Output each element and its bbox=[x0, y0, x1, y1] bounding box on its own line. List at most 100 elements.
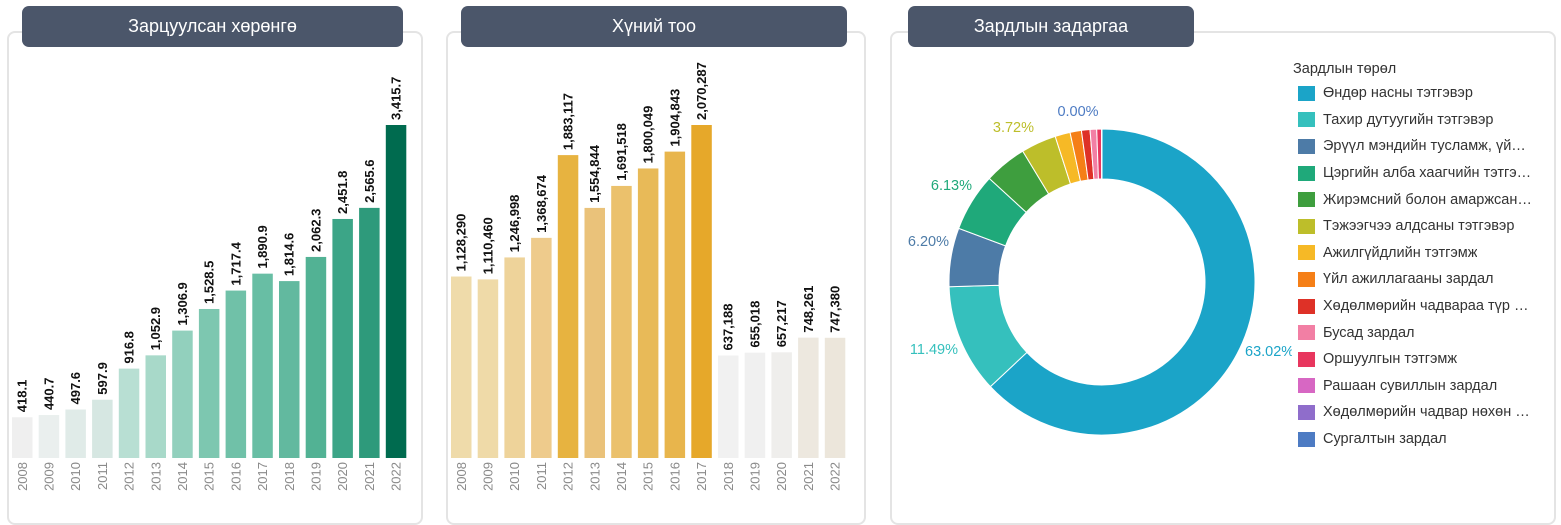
legend-item[interactable]: Ажилгүйдлийн тэтгэмж bbox=[1293, 240, 1555, 267]
people-year-tick: 2019 bbox=[747, 462, 762, 491]
people-bar-2011 bbox=[531, 238, 552, 458]
legend-swatch bbox=[1298, 245, 1315, 260]
legend-label: Сургалтын зардал bbox=[1323, 431, 1447, 447]
legend-item[interactable]: Хөдөлмөрийн чадвараа түр … bbox=[1293, 293, 1555, 320]
assets-value-label: 2,565.6 bbox=[362, 160, 377, 203]
assets-value-label: 1,814.6 bbox=[282, 233, 297, 276]
people-value-label: 655,018 bbox=[747, 301, 762, 348]
assets-bar-2012 bbox=[119, 369, 140, 458]
people-year-tick: 2016 bbox=[667, 462, 682, 491]
people-year-tick: 2017 bbox=[694, 462, 709, 491]
legend-swatch bbox=[1298, 192, 1315, 207]
assets-value-label: 497.6 bbox=[68, 372, 83, 405]
legend-swatch bbox=[1298, 219, 1315, 234]
assets-value-label: 3,415.7 bbox=[389, 77, 404, 120]
donut-percent-label: 63.02% bbox=[1245, 344, 1292, 360]
people-bar-2018 bbox=[718, 356, 739, 458]
people-bar-2009 bbox=[478, 279, 499, 458]
legend-swatch bbox=[1298, 299, 1315, 314]
legend-label: Тахир дутуугийн тэтгэвэр bbox=[1323, 112, 1493, 128]
assets-value-label: 1,528.5 bbox=[202, 261, 217, 304]
assets-bar-2008 bbox=[12, 417, 33, 458]
people-value-label: 747,380 bbox=[828, 286, 843, 333]
donut-percent-label: 6.20% bbox=[908, 234, 949, 250]
assets-value-label: 418.1 bbox=[15, 380, 30, 413]
legend-item[interactable]: Тахир дутуугийн тэтгэвэр bbox=[1293, 107, 1555, 134]
legend-item[interactable]: Өндөр насны тэтгэвэр bbox=[1293, 80, 1555, 107]
people-year-tick: 2012 bbox=[561, 462, 576, 491]
legend-swatch bbox=[1298, 352, 1315, 367]
assets-value-label: 1,890.9 bbox=[255, 225, 270, 268]
assets-year-tick: 2022 bbox=[389, 462, 404, 491]
assets-year-tick: 2010 bbox=[68, 462, 83, 491]
assets-bar-2011 bbox=[92, 400, 113, 458]
people-value-label: 748,261 bbox=[801, 286, 816, 333]
people-value-label: 637,188 bbox=[721, 304, 736, 351]
legend-label: Эрүүл мэндийн тусламж, үй… bbox=[1323, 138, 1526, 154]
people-bar-2010 bbox=[504, 257, 525, 458]
donut-percent-label: 0.00% bbox=[1057, 104, 1098, 120]
legend-label: Рашаан сувиллын зардал bbox=[1323, 378, 1497, 394]
people-value-label: 1,128,290 bbox=[454, 214, 469, 272]
assets-value-label: 440.7 bbox=[41, 377, 56, 410]
legend-item[interactable]: Хөдөлмөрийн чадвар нөхөн … bbox=[1293, 399, 1555, 426]
people-value-label: 2,070,287 bbox=[694, 62, 709, 120]
people-bar-2013 bbox=[585, 208, 606, 458]
legend-swatch bbox=[1298, 112, 1315, 127]
legend-item[interactable]: Цэргийн алба хаагчийн тэтгэ… bbox=[1293, 160, 1555, 187]
donut-percent-label: 11.49% bbox=[910, 342, 958, 358]
assets-bar-2014 bbox=[172, 331, 193, 458]
assets-bar-2021 bbox=[359, 208, 380, 458]
legend-label: Оршуулгын тэтгэмж bbox=[1323, 351, 1457, 367]
assets-value-label: 1,717.4 bbox=[228, 241, 243, 285]
people-year-tick: 2015 bbox=[641, 462, 656, 491]
people-bar-2012 bbox=[558, 155, 579, 458]
people-year-tick: 2021 bbox=[801, 462, 816, 491]
people-bar-2020 bbox=[771, 352, 792, 458]
assets-bar-2019 bbox=[306, 257, 327, 458]
people-value-label: 1,883,117 bbox=[561, 93, 576, 150]
people-value-label: 657,217 bbox=[774, 300, 789, 347]
expense-title: Зардлын задаргаа bbox=[908, 6, 1194, 47]
legend-label: Хөдөлмөрийн чадвар нөхөн … bbox=[1323, 404, 1530, 420]
legend-label: Өндөр насны тэтгэвэр bbox=[1323, 85, 1473, 101]
assets-year-tick: 2011 bbox=[95, 462, 110, 490]
people-year-tick: 2008 bbox=[454, 462, 469, 491]
assets-value-label: 597.9 bbox=[95, 362, 110, 395]
assets-title: Зарцуулсан хөрөнгө bbox=[22, 6, 403, 47]
assets-bar-2022 bbox=[386, 125, 407, 458]
assets-value-label: 2,062.3 bbox=[308, 209, 323, 252]
assets-bar-2020 bbox=[332, 219, 353, 458]
assets-bar-2013 bbox=[146, 355, 167, 458]
people-value-label: 1,246,998 bbox=[507, 195, 522, 253]
legend-item[interactable]: Сургалтын зардал bbox=[1293, 426, 1555, 453]
legend-swatch bbox=[1298, 325, 1315, 340]
legend-swatch bbox=[1298, 86, 1315, 101]
people-year-tick: 2018 bbox=[721, 462, 736, 491]
people-bar-2014 bbox=[611, 186, 632, 458]
legend-item[interactable]: Жирэмсний болон амаржсан… bbox=[1293, 186, 1555, 213]
legend-item[interactable]: Бусад зардал bbox=[1293, 319, 1555, 346]
legend-item[interactable]: Рашаан сувиллын зардал bbox=[1293, 373, 1555, 400]
people-bar-chart: 1,128,29020081,110,46020091,246,99820101… bbox=[447, 50, 861, 510]
assets-year-tick: 2018 bbox=[282, 462, 297, 491]
legend-item[interactable]: Тэжээгчээ алдсаны тэтгэвэр bbox=[1293, 213, 1555, 240]
assets-year-tick: 2017 bbox=[255, 462, 270, 491]
people-value-label: 1,368,674 bbox=[534, 174, 549, 233]
legend-item[interactable]: Оршуулгын тэтгэмж bbox=[1293, 346, 1555, 373]
assets-year-tick: 2009 bbox=[41, 462, 56, 491]
legend-item[interactable]: Эрүүл мэндийн тусламж, үй… bbox=[1293, 133, 1555, 160]
legend-label: Бусад зардал bbox=[1323, 325, 1415, 341]
assets-year-tick: 2014 bbox=[175, 462, 190, 491]
legend-swatch bbox=[1298, 432, 1315, 447]
expense-donut-chart: 63.02%11.49%6.20%6.13%3.72%0.00% bbox=[892, 60, 1292, 480]
people-value-label: 1,904,843 bbox=[667, 89, 682, 147]
assets-year-tick: 2020 bbox=[335, 462, 350, 491]
legend-label: Цэргийн алба хаагчийн тэтгэ… bbox=[1323, 165, 1531, 181]
legend-item[interactable]: Үйл ажиллагааны зардал bbox=[1293, 266, 1555, 293]
people-value-label: 1,554,844 bbox=[587, 144, 602, 203]
people-year-tick: 2014 bbox=[614, 462, 629, 491]
people-bar-2021 bbox=[798, 338, 819, 458]
people-bar-2008 bbox=[451, 277, 472, 458]
